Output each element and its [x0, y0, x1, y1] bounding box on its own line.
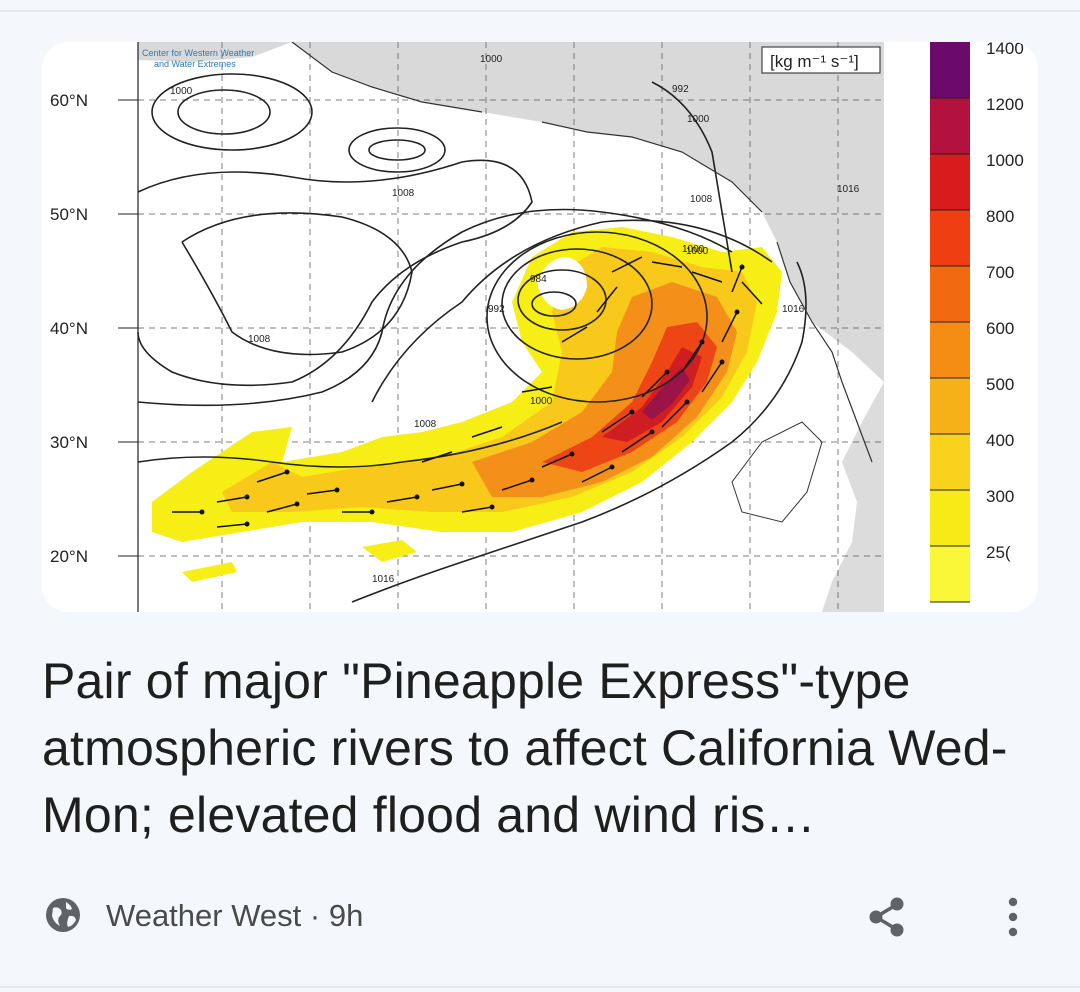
colorbar-label: 400: [986, 431, 1014, 450]
colorbar-segment: [930, 490, 970, 546]
isobar-label: 1000: [682, 244, 705, 255]
isobar-label: 1016: [837, 184, 860, 195]
colorbar-label: 500: [986, 375, 1014, 394]
meta-separator: ·: [301, 898, 329, 933]
colorbar-segment: [930, 98, 970, 154]
isobar-label: 1016: [372, 574, 395, 585]
colorbar-segment: [930, 42, 970, 98]
top-divider: [0, 10, 1080, 12]
colorbar: [930, 42, 970, 603]
colorbar-segment: [930, 210, 970, 266]
isobar-label: 992: [672, 84, 689, 95]
colorbar-segment: [930, 546, 970, 602]
isobar-label: 1000: [686, 246, 709, 257]
attribution-line-1: Center for Western Weather: [142, 48, 254, 58]
colorbar-label: 300: [986, 487, 1014, 506]
colorbar-label: 800: [986, 207, 1014, 226]
colorbar-segment: [930, 378, 970, 434]
colorbar-label: 1200: [986, 95, 1024, 114]
colorbar-label: 600: [986, 319, 1014, 338]
source-line[interactable]: Weather West · 9h: [106, 898, 363, 934]
colorbar-segment: [930, 154, 970, 210]
colorbar-segment: [930, 322, 970, 378]
isobar-label: 1008: [392, 188, 415, 199]
isobar-label: 1008: [690, 194, 713, 205]
isobar-label: 1016: [782, 304, 805, 315]
source-name[interactable]: Weather West: [106, 898, 302, 933]
colorbar-label: 1400: [986, 42, 1024, 58]
isobar-label: 1000: [170, 86, 193, 97]
share-icon[interactable]: [862, 892, 912, 942]
article-age: 9h: [328, 898, 364, 933]
isobar-label: 1008: [414, 419, 437, 430]
globe-icon: [46, 898, 80, 932]
colorbar-segment: [930, 434, 970, 490]
article-headline[interactable]: Pair of major "Pineapple Express"-type a…: [42, 653, 1008, 843]
isobar-label: 992: [488, 304, 505, 315]
more-vertical-icon[interactable]: [990, 892, 1036, 942]
isobar-label: 1000: [687, 114, 710, 125]
isobar-label: 1008: [248, 334, 271, 345]
latitude-label: 40°N: [50, 319, 88, 338]
bottom-divider: [0, 986, 1080, 988]
colorbar-label: 1000: [986, 151, 1024, 170]
isobar-label: 984: [530, 274, 547, 285]
latitude-label: 20°N: [50, 547, 88, 566]
colorbar-label: 25(: [986, 543, 1011, 562]
colorbar-label: 700: [986, 263, 1014, 282]
isobar-label: 1000: [480, 54, 503, 65]
isobar-label: 1000: [530, 396, 553, 407]
latitude-label: 60°N: [50, 91, 88, 110]
latitude-label: 50°N: [50, 205, 88, 224]
attribution-line-2: and Water Extremes: [154, 59, 236, 69]
colorbar-segment: [930, 266, 970, 322]
units-label: [kg m⁻¹ s⁻¹]: [770, 52, 859, 71]
article-image[interactable]: 1000 1000 1000 1008 1016 1008 1008 1008 …: [42, 42, 1038, 612]
latitude-label: 30°N: [50, 433, 88, 452]
